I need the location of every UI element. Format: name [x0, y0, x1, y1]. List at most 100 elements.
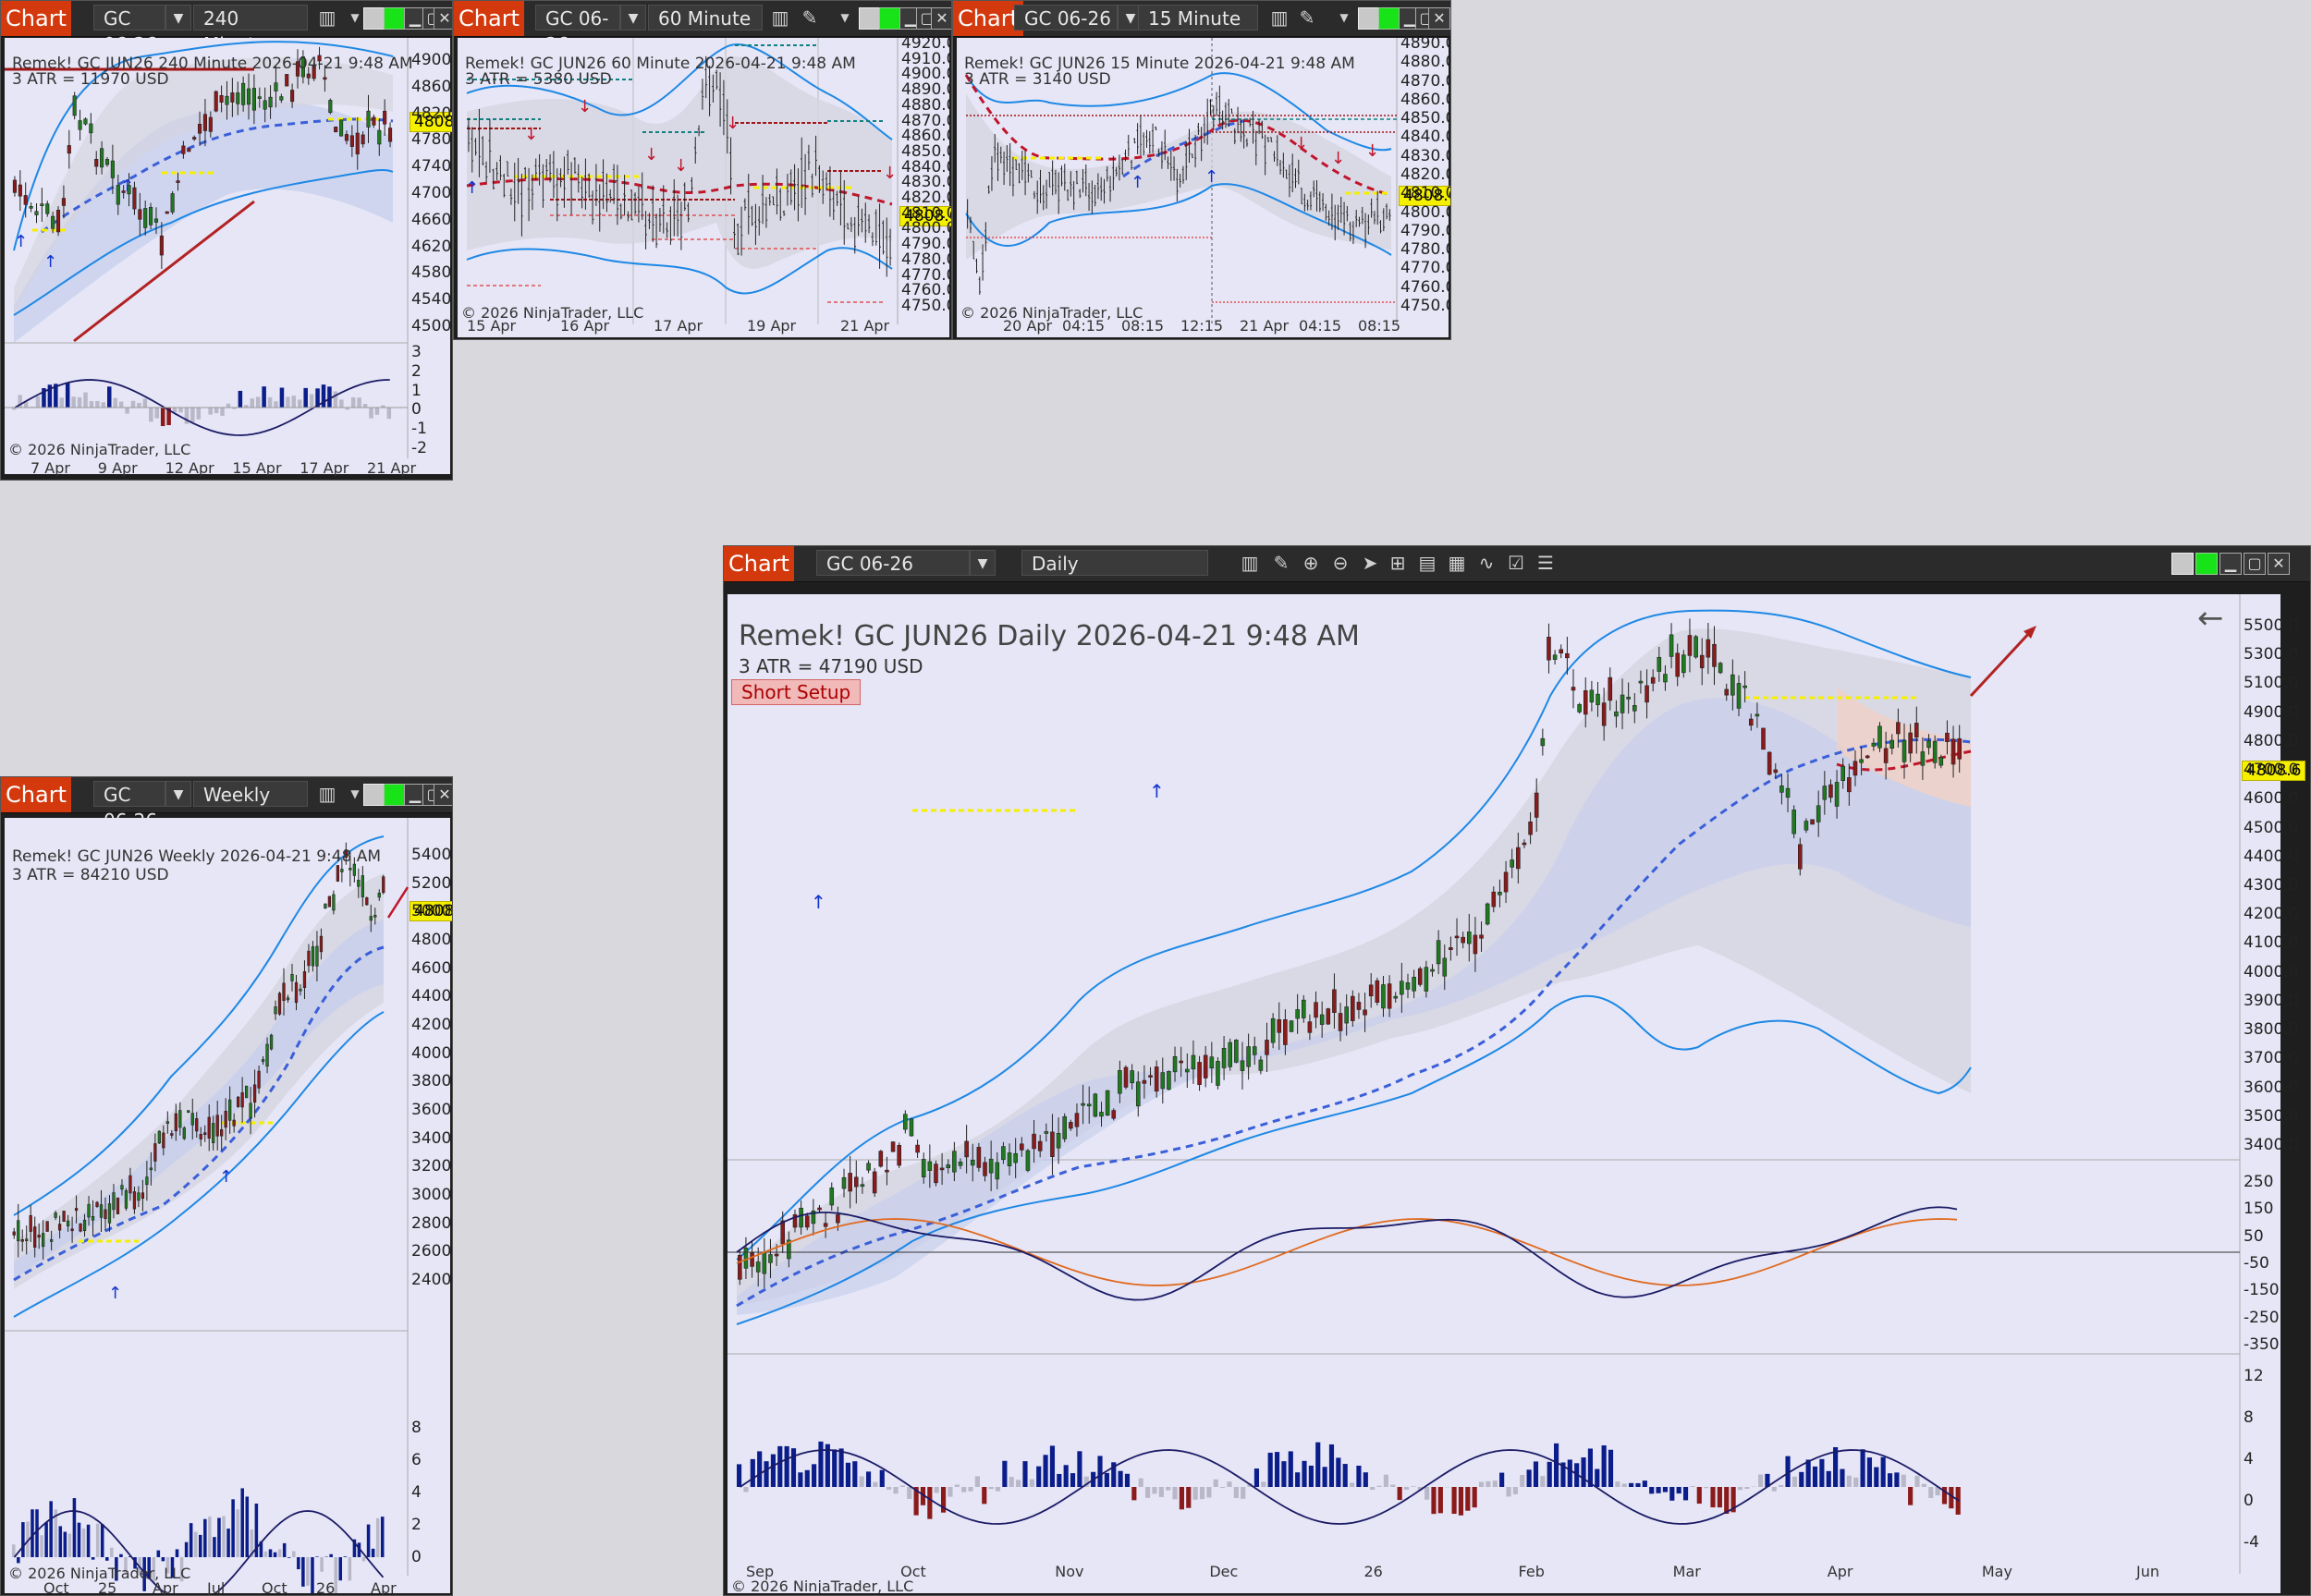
oscillator-bar	[1274, 1452, 1280, 1487]
chart-canvas[interactable]: ↑ ↑ ↑	[5, 38, 450, 474]
chart-canvas[interactable]: ↑ ↑	[5, 818, 450, 1593]
candle-body	[128, 1175, 132, 1194]
time-tick-label: Apr	[153, 1579, 178, 1596]
interval-selector[interactable]: Daily	[1021, 550, 1208, 576]
axis-tick-label: 0	[411, 1548, 422, 1566]
link-color-icon[interactable]	[384, 7, 406, 30]
time-tick-label: Oct	[900, 1563, 926, 1580]
axis-tick-label: 4830.0	[1400, 146, 1451, 165]
bar-style-icon[interactable]: ▥	[771, 6, 789, 29]
candle-body	[178, 1110, 182, 1128]
chevron-down-icon[interactable]: ▼	[620, 5, 646, 30]
oscillator-bar	[764, 1461, 769, 1487]
drawing-tool-icon[interactable]: ✎	[1299, 6, 1315, 29]
close-icon[interactable]: ✕	[434, 784, 452, 806]
price-panel[interactable]: ↑ ↓ ↓ ↓ ↓ ↓ ↓ Remek! GC JUN26 60 Minute …	[458, 34, 952, 337]
chart-canvas[interactable]: ↑ ↓ ↓ ↓ ↓ ↓ ↓	[458, 38, 949, 337]
chart-badge[interactable]: Chart	[1, 777, 71, 812]
link-color-icon[interactable]	[879, 7, 901, 30]
data-box-icon[interactable]: ⊞	[1389, 552, 1406, 574]
oscillator-bar	[1840, 1468, 1845, 1487]
svg-text:↓: ↓	[726, 114, 740, 133]
link-color-icon[interactable]	[1378, 7, 1400, 30]
candle-body	[1338, 1013, 1343, 1031]
chevron-down-icon[interactable]: ▼	[970, 550, 996, 576]
close-icon[interactable]: ✕	[1428, 7, 1450, 30]
drawing-tool-icon[interactable]: ✎	[801, 6, 818, 29]
oscillator-bar	[274, 401, 278, 408]
interval-selector[interactable]: 240 Minute	[193, 5, 308, 55]
interval-selector[interactable]: 15 Minute	[1138, 5, 1258, 30]
close-icon[interactable]: ✕	[2268, 553, 2290, 575]
bar-style-icon[interactable]: ▥	[1270, 6, 1289, 29]
close-icon[interactable]: ✕	[434, 7, 452, 30]
candle-body	[153, 1143, 157, 1162]
candle-body	[214, 91, 218, 112]
minimize-icon[interactable]: ▁	[2219, 553, 2242, 575]
macd-line	[736, 1206, 1958, 1301]
axis-tick-label: 4900.0	[901, 65, 952, 84]
chevron-down-icon[interactable]: ▼	[840, 11, 850, 24]
link-color-icon[interactable]	[363, 784, 385, 806]
candle-body	[1540, 737, 1546, 747]
chart-badge[interactable]: Chart	[953, 1, 1023, 36]
oscillator-bar	[1520, 1475, 1525, 1487]
link-color-icon[interactable]	[2195, 553, 2218, 575]
properties-icon[interactable]: ☑	[1508, 552, 1524, 574]
instrument-selector[interactable]: GC 06-26	[93, 5, 165, 55]
chevron-down-icon[interactable]: ▼	[350, 787, 360, 800]
link-color-icon[interactable]	[2171, 553, 2194, 575]
bar-style-icon[interactable]: ▥	[318, 783, 336, 805]
oscillator-bar	[1111, 1462, 1117, 1487]
chart-badge[interactable]: Chart	[1, 1, 71, 36]
back-arrow-icon[interactable]: ←	[2197, 600, 2224, 637]
candle-body	[339, 119, 344, 137]
chart-badge[interactable]: Chart	[724, 546, 794, 581]
link-color-icon[interactable]	[363, 7, 385, 30]
chart-canvas[interactable]: ↑ ↑	[728, 594, 2280, 1593]
oscillator-bar	[899, 1485, 905, 1487]
price-panel[interactable]: ↑ ↑ ↓ ↓ ↓ Remek! GC JUN26 15 Minute 2026…	[957, 34, 1451, 337]
candle-body	[61, 198, 66, 206]
chevron-down-icon[interactable]: ▼	[165, 5, 191, 30]
zoom-in-icon[interactable]: ⊕	[1302, 552, 1319, 574]
candle-body	[149, 1167, 153, 1171]
maximize-icon[interactable]: ▢	[2244, 553, 2266, 575]
axis-tick-label: 4700.0	[2244, 761, 2299, 780]
instrument-selector[interactable]: GC 06-26	[535, 5, 620, 55]
price-panel[interactable]: ↑ ↑ Remek! GC JUN26 Weekly 2026-04-21 9:…	[5, 818, 452, 1596]
pointer-icon[interactable]: ➤	[1362, 552, 1378, 574]
indicators-icon[interactable]: ▤	[1418, 552, 1437, 574]
oscillator-bar	[65, 383, 70, 408]
oscillator-bar	[1846, 1475, 1852, 1487]
link-color-icon[interactable]	[384, 784, 406, 806]
price-panel[interactable]: ↑ ↑ ↑ Remek! GC JUN26 240 Minute 2026-04…	[5, 38, 452, 477]
instrument-selector[interactable]: GC 06-26	[93, 781, 165, 832]
interval-selector[interactable]: Weekly	[193, 781, 308, 807]
strategies-icon[interactable]: ▦	[1448, 552, 1466, 574]
zoom-out-icon[interactable]: ⊖	[1332, 552, 1349, 574]
close-icon[interactable]: ✕	[931, 7, 951, 30]
axis-tick-label: 4740.0	[411, 157, 452, 177]
drawing-tool-icon[interactable]: ✎	[1273, 552, 1290, 574]
chart-badge[interactable]: Chart	[454, 1, 524, 36]
chevron-down-icon[interactable]: ▼	[350, 11, 360, 24]
oscillator-bar	[1547, 1461, 1552, 1487]
candle-body	[1197, 1062, 1202, 1085]
link-color-icon[interactable]	[859, 7, 881, 30]
chart-canvas[interactable]: ↑ ↑ ↓ ↓ ↓	[957, 38, 1449, 337]
chevron-down-icon[interactable]: ▼	[165, 781, 191, 807]
instrument-selector[interactable]: GC 06-26	[1014, 5, 1118, 30]
oscillator-bar	[83, 392, 88, 408]
price-panel[interactable]: ↑ ↑ Remek! GC JUN26 Daily 2026-04-21 9:4…	[728, 594, 2306, 1595]
link-color-icon[interactable]	[1358, 7, 1380, 30]
chevron-down-icon[interactable]: ▼	[1339, 11, 1349, 24]
oscillator-bar	[178, 408, 183, 413]
bar-style-icon[interactable]: ▥	[318, 6, 336, 29]
list-icon[interactable]: ☰	[1537, 552, 1554, 574]
interval-selector[interactable]: 60 Minute	[648, 5, 763, 30]
chart-trader-icon[interactable]: ∿	[1478, 552, 1495, 574]
bar-style-icon[interactable]: ▥	[1241, 552, 1259, 574]
instrument-selector[interactable]: GC 06-26	[816, 550, 970, 576]
candle-body	[141, 1192, 145, 1200]
